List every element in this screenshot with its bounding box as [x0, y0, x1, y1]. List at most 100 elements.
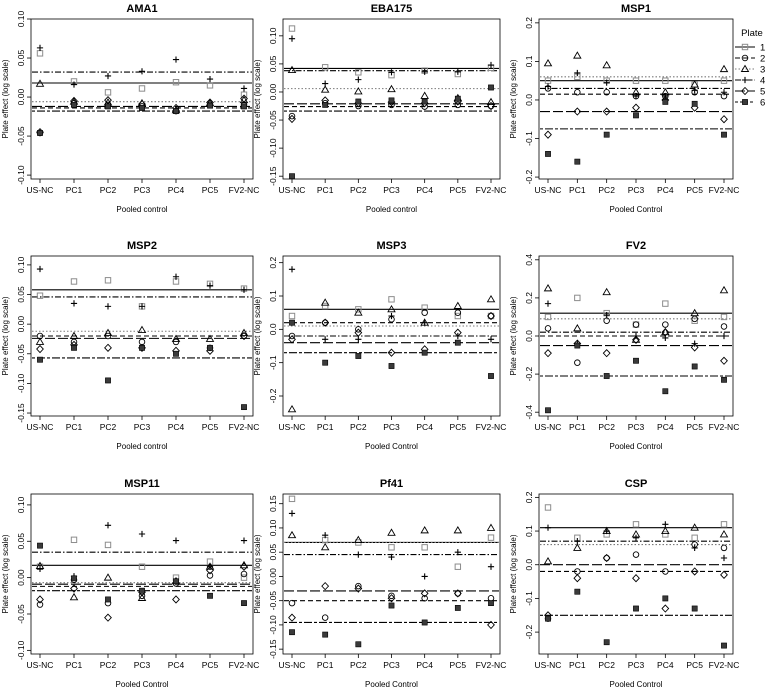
x-tick-label: PC3: [628, 660, 645, 670]
y-tick-label: 0.00: [16, 89, 26, 106]
plate-1-point: [691, 317, 698, 324]
plate-5-point: [602, 553, 611, 563]
plate-5-point: [387, 348, 396, 357]
plate-4-point: [104, 72, 112, 80]
plate-1-point: [36, 292, 44, 299]
plate-3-point: [486, 97, 496, 106]
y-axis-label: Plate effect (log scale): [253, 59, 262, 138]
plate-4-point: [421, 573, 428, 580]
y-tick-label: 0.0: [524, 94, 534, 106]
plate-4-point: [720, 89, 728, 96]
plate-5-point: [420, 589, 429, 598]
x-axis-label: Pooled control: [116, 442, 167, 451]
plate-6-point: [71, 344, 77, 351]
x-tick-label: PC2: [100, 185, 117, 195]
plate-5-point: [573, 107, 582, 116]
y-axis-label: Plate effect (log scale): [1, 59, 10, 138]
x-tick-label: PC4: [657, 660, 674, 670]
plate-2-point: [206, 572, 214, 579]
plate-4-point: [487, 563, 495, 570]
y-tick-label: 0.10: [268, 27, 278, 44]
plate-4-point: [206, 75, 214, 83]
plot-frame: [282, 493, 501, 655]
plate-2-point: [574, 89, 581, 96]
plate-5-point: [487, 311, 495, 321]
y-tick-label: -0.10: [268, 138, 278, 158]
plate-4-point: [632, 93, 640, 100]
plate-6-point: [388, 97, 395, 104]
y-tick-label: 0.15: [268, 495, 278, 512]
plate-5-point: [690, 567, 699, 576]
y-tick-label: -0.2: [524, 367, 534, 382]
plate-3-point: [387, 528, 396, 536]
panel-msp1: MSP1 -0.2 -0.1 0.0 0.1 0.2 US-NC PC1 PC2 PC3 PC4 PC…: [509, 3, 739, 214]
plate-5-point: [453, 589, 462, 598]
y-tick-label: 0.1: [524, 55, 534, 67]
plate-4-point: [36, 265, 44, 273]
panel-title: CSP: [625, 478, 648, 490]
plate-5-point: [288, 335, 296, 344]
x-tick-label: FV2-NC: [229, 185, 260, 195]
y-axis-label: Plate effect (log scale): [509, 296, 518, 375]
plate-4-point: [322, 336, 329, 343]
y-tick-label: -0.15: [268, 166, 278, 186]
y-tick-label: 0.2: [268, 256, 278, 268]
plate-6-point: [289, 319, 295, 326]
x-tick-label: PC4: [657, 422, 674, 432]
panel-msp2: MSP2 -0.15 -0.10 -0.05 0.00 0.05 0.10 US-NC PC1 P…: [1, 240, 259, 451]
x-axis-label: Pooled Control: [610, 442, 663, 451]
x-tick-label: PC3: [383, 660, 400, 670]
plate-2-point: [388, 592, 395, 600]
y-tick-label: -0.05: [16, 604, 26, 624]
plate-5-point: [453, 328, 462, 337]
plate-3-point: [69, 592, 79, 601]
legend-label-3: 3: [760, 65, 765, 76]
y-tick-label: -0.1: [524, 591, 534, 606]
plate-4-point: [355, 336, 362, 343]
plate-1-point: [104, 541, 112, 549]
plate-6-point: [289, 173, 295, 180]
plate-3-point: [453, 525, 463, 534]
plot-frame: [538, 493, 734, 655]
panel-fv2: FV2 -0.4 -0.2 0.0 0.2 0.4 US-NC PC1 PC2 PC3 PC4 PC5…: [509, 240, 739, 451]
y-tick-label: -0.2: [524, 169, 534, 184]
x-tick-label: US-NC: [535, 422, 562, 432]
plate-5-point: [104, 343, 112, 353]
plate-6-point: [207, 344, 213, 351]
plate-3-point: [320, 542, 330, 551]
y-tick-label: 0.05: [268, 55, 278, 72]
plate-2-point: [662, 568, 669, 575]
y-axis-label: Plate effect (log scale): [1, 296, 10, 375]
plate-6-point: [691, 605, 698, 612]
plate-4-point: [603, 311, 610, 319]
plate-3-point: [719, 530, 729, 538]
plate-6-point: [603, 373, 610, 379]
x-tick-label: PC3: [628, 185, 645, 195]
plate-6-point: [37, 542, 43, 549]
x-tick-label: FV2-NC: [229, 660, 260, 670]
x-tick-label: PC1: [66, 660, 83, 670]
plate-1-point: [321, 64, 329, 71]
plate-4-point: [544, 300, 552, 307]
plate-6-point: [139, 344, 145, 351]
plate-5-point: [172, 595, 180, 604]
plate-6-point: [139, 105, 145, 111]
x-tick-label: PC4: [416, 660, 433, 670]
x-tick-label: PC2: [350, 185, 367, 195]
legend-label-2: 2: [760, 54, 765, 65]
plate-6-point: [454, 605, 461, 611]
plate-5-point: [661, 604, 670, 613]
x-tick-label: PC1: [66, 422, 83, 432]
plate-1-point: [720, 77, 728, 84]
plate-3-point: [354, 308, 363, 316]
plate-4-point: [172, 537, 180, 544]
plate-5-point: [690, 343, 699, 352]
plate-5-point: [487, 101, 495, 111]
plate-5-point: [720, 570, 728, 579]
x-axis-label: Pooled Control: [610, 680, 663, 687]
plate-6-point: [355, 641, 362, 648]
plate-6-point: [574, 588, 581, 595]
plate-5-point: [602, 107, 611, 116]
plate-1-point: [321, 302, 329, 310]
plate-2-point: [544, 325, 552, 332]
